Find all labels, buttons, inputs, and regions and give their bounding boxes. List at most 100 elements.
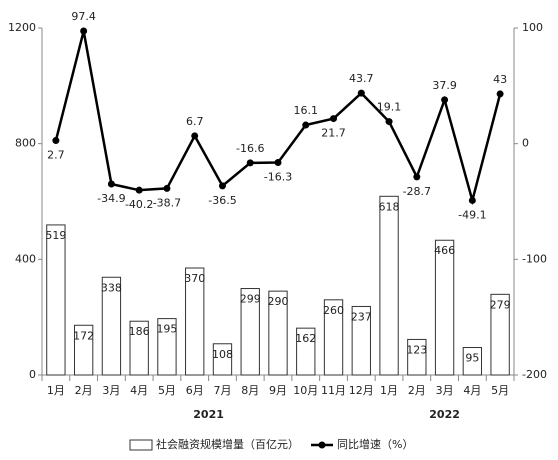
bar <box>434 239 455 376</box>
bar-value-label: 172 <box>73 329 94 342</box>
bar <box>323 299 344 376</box>
line-marker <box>413 173 421 181</box>
y-tick-label: 800 <box>15 137 36 150</box>
line-marker <box>218 182 226 190</box>
x-group-label: 2022 <box>429 408 460 421</box>
bar <box>379 195 399 376</box>
y2-tick-label: 100 <box>522 21 543 34</box>
bar <box>46 224 66 376</box>
y-tick-label: 400 <box>15 252 36 265</box>
bar-value-label: 290 <box>268 295 289 308</box>
line-marker <box>80 27 88 35</box>
bar-value-label: 338 <box>101 281 122 294</box>
x-tick-label: 1月 <box>380 384 398 397</box>
line-value-label: -34.9 <box>97 192 125 205</box>
bar-value-label: 195 <box>156 323 177 336</box>
x-tick-label: 6月 <box>186 384 204 397</box>
bar <box>268 290 288 376</box>
y2-tick-label: 0 <box>522 137 529 150</box>
line-value-label: 97.4 <box>71 10 96 23</box>
bar <box>490 293 510 376</box>
line-value-label: -38.7 <box>153 196 181 209</box>
bar <box>296 327 316 376</box>
line-value-label: 21.7 <box>321 127 346 140</box>
line-value-label: 19.1 <box>377 101 402 114</box>
line-marker <box>135 186 143 194</box>
line-value-label: 2.7 <box>47 149 65 162</box>
x-tick-label: 7月 <box>213 384 231 397</box>
x-tick-label: 3月 <box>436 384 454 397</box>
line-value-label: -28.7 <box>403 185 431 198</box>
x-tick-label: 3月 <box>102 384 120 397</box>
y-tick-label: 0 <box>29 368 36 381</box>
bar <box>212 343 233 376</box>
bar-value-label: 237 <box>351 310 372 323</box>
bar-value-label: 260 <box>323 304 344 317</box>
bar-value-label: 123 <box>406 343 427 356</box>
bar <box>240 288 260 376</box>
legend-swatch <box>129 439 153 451</box>
line-marker <box>246 159 254 167</box>
bar <box>101 276 122 376</box>
line-marker <box>441 96 449 104</box>
line-value-label: -40.2 <box>125 198 153 211</box>
x-tick-label: 4月 <box>463 384 481 397</box>
x-tick-label: 11月 <box>321 384 346 397</box>
line-value-label: 37.9 <box>432 79 457 92</box>
y2-tick-label: -200 <box>522 368 547 381</box>
line-value-label: -36.5 <box>208 194 236 207</box>
bar-value-label: 108 <box>212 348 233 361</box>
x-tick-label: 12月 <box>349 384 374 397</box>
bar-value-label: 95 <box>465 352 479 365</box>
line-marker <box>385 118 393 126</box>
line-value-label: 6.7 <box>186 115 204 128</box>
x-tick-label: 2月 <box>408 384 426 397</box>
x-tick-label: 1月 <box>47 384 65 397</box>
line-marker <box>52 137 60 145</box>
line-marker <box>496 90 504 98</box>
y-tick-label: 1200 <box>8 21 36 34</box>
line-marker <box>274 159 282 167</box>
line-marker <box>163 184 171 192</box>
bar <box>351 305 371 376</box>
bar-value-label: 519 <box>45 229 66 242</box>
line-marker <box>468 196 476 204</box>
bar-value-label: 279 <box>490 298 511 311</box>
bar-value-label: 466 <box>434 244 455 257</box>
line-value-label: -49.1 <box>458 208 486 221</box>
bar-value-label: 370 <box>184 272 205 285</box>
line-marker <box>107 180 115 188</box>
y2-tick-label: -100 <box>522 252 547 265</box>
line-value-label: 43 <box>493 73 507 86</box>
line-marker <box>330 115 338 123</box>
x-tick-label: 2月 <box>75 384 93 397</box>
x-tick-label: 10月 <box>293 384 318 397</box>
bar <box>462 347 483 376</box>
legend-label: 同比增速（%） <box>337 437 413 451</box>
line-marker <box>191 132 199 140</box>
line-value-label: -16.6 <box>236 142 264 155</box>
line-marker <box>357 89 365 97</box>
bar <box>157 318 177 376</box>
bar-value-label: 618 <box>379 200 400 213</box>
line-value-label: 43.7 <box>349 72 374 85</box>
line-marker <box>302 121 310 129</box>
x-tick-label: 9月 <box>269 384 287 397</box>
line-value-label: -16.3 <box>264 171 292 184</box>
legend-swatch <box>318 441 326 449</box>
x-group-label: 2021 <box>193 408 224 421</box>
x-tick-label: 5月 <box>158 384 176 397</box>
bar <box>73 324 94 376</box>
bar <box>185 267 205 376</box>
line-value-label: 16.1 <box>294 104 319 117</box>
legend-label: 社会融资规模增量（百亿元） <box>156 437 299 451</box>
bar-value-label: 186 <box>129 325 150 338</box>
x-tick-label: 8月 <box>241 384 259 397</box>
bar <box>407 338 427 376</box>
x-tick-label: 5月 <box>491 384 509 397</box>
x-tick-label: 4月 <box>130 384 148 397</box>
bar-value-label: 162 <box>295 332 316 345</box>
bar <box>129 320 149 376</box>
bar-value-label: 299 <box>240 293 261 306</box>
